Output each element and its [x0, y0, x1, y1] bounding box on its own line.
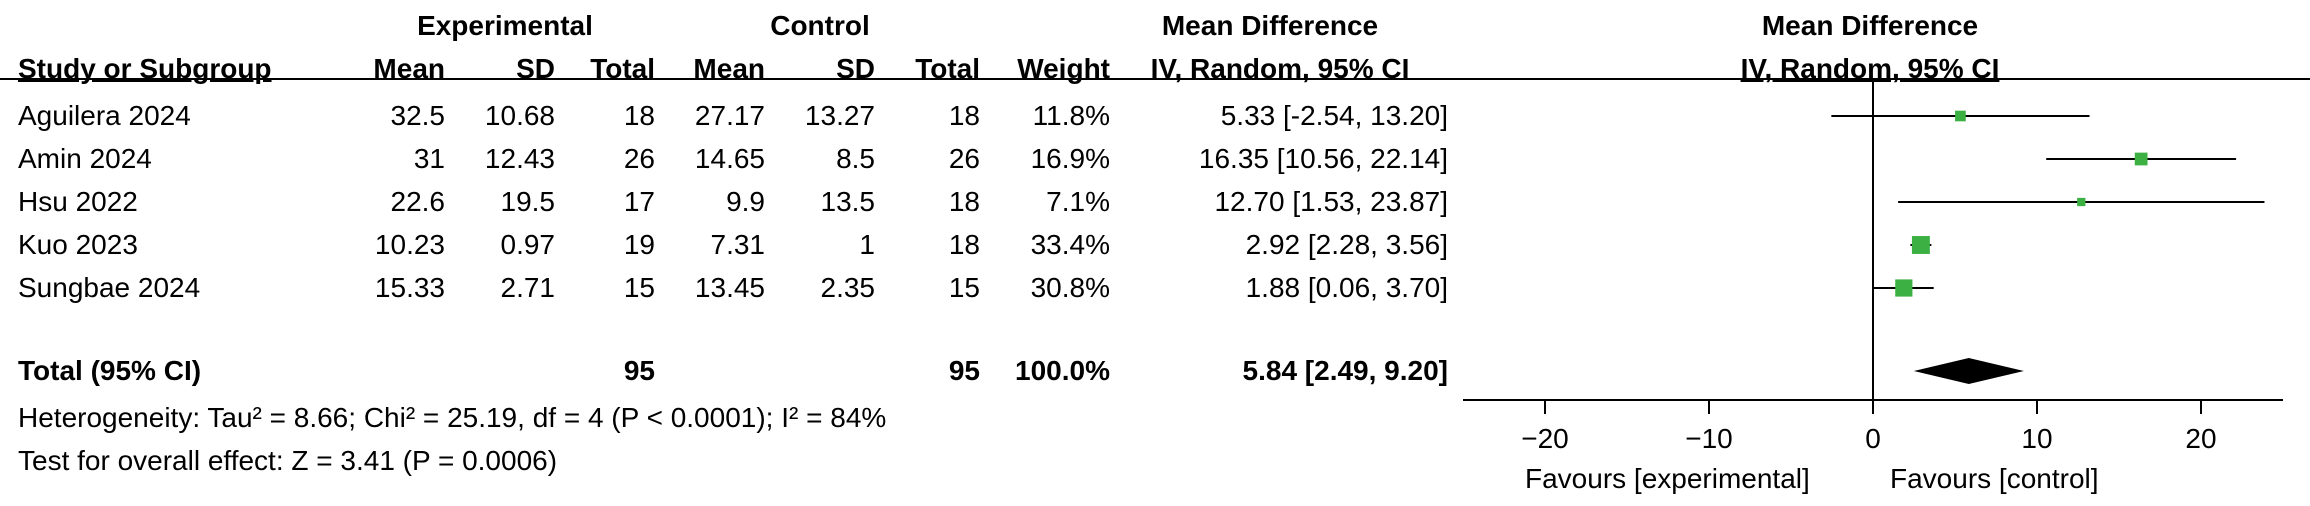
sd-e-value: 12.43: [484, 143, 555, 174]
pooled-diamond: [1913, 358, 2024, 384]
x-tick-label: 0: [1865, 423, 1881, 454]
sd-c-value: 8.5: [836, 143, 875, 174]
x-tick-label: 20: [2185, 423, 2216, 454]
sd-e-value: 19.5: [500, 186, 556, 217]
total-weight: 100.0%: [1015, 355, 1110, 386]
mean-c-value: 14.65: [694, 143, 765, 174]
total-label: Total (95% CI): [18, 355, 202, 386]
study-name: Aguilera 2024: [18, 100, 191, 131]
weight-value: 7.1%: [1046, 186, 1110, 217]
total-e-value: 17: [623, 186, 655, 217]
mean-e-value: 22.6: [390, 186, 446, 217]
weight-value: 11.8%: [1032, 100, 1110, 131]
x-tick-label: −20: [1521, 423, 1569, 454]
effect-square: [1955, 110, 1966, 122]
total-c-value: 18: [948, 100, 980, 131]
plot-title: Mean Difference: [1761, 10, 1979, 41]
study-name: Amin 2024: [18, 143, 152, 174]
total-e-value: 15: [623, 272, 655, 303]
total-c-value: 15: [948, 272, 980, 303]
sd-c-value: 1: [859, 229, 875, 260]
effect-square: [2077, 197, 2086, 207]
sd-e-value: 2.71: [500, 272, 556, 303]
overall-effect-text: Test for overall effect: Z = 3.41 (P = 0…: [18, 445, 558, 476]
mean-e-value: 10.23: [374, 229, 445, 260]
x-tick-label: −10: [1685, 423, 1733, 454]
total-e-value: 18: [623, 100, 655, 131]
total-e-value: 19: [623, 229, 655, 260]
total-e-sum: 95: [623, 355, 655, 386]
mean-c-value: 27.17: [694, 100, 765, 131]
sd-c-value: 2.35: [820, 272, 876, 303]
total-c-value: 18: [948, 229, 980, 260]
weight-value: 16.9%: [1030, 143, 1110, 174]
effect-square: [2134, 152, 2148, 166]
group-experimental-header: Experimental: [417, 10, 593, 41]
study-name: Kuo 2023: [18, 229, 138, 260]
group-md-header: Mean Difference: [1161, 10, 1379, 41]
md-ci-value: 2.92 [2.28, 3.56]: [1245, 229, 1448, 260]
x-tick-label: 10: [2021, 423, 2052, 454]
group-control-header: Control: [770, 10, 870, 41]
md-ci-value: 12.70 [1.53, 23.87]: [1214, 186, 1448, 217]
study-name: Sungbae 2024: [18, 272, 201, 303]
sd-e-value: 0.97: [500, 229, 556, 260]
sd-e-value: 10.68: [484, 100, 555, 131]
total-md-ci: 5.84 [2.49, 9.20]: [1242, 355, 1448, 386]
total-c-value: 26: [948, 143, 980, 174]
study-name: Hsu 2022: [18, 186, 138, 217]
sd-c-value: 13.5: [820, 186, 876, 217]
effect-square: [1895, 279, 1913, 297]
md-ci-value: 5.33 [-2.54, 13.20]: [1220, 100, 1448, 131]
mean-e-value: 31: [413, 143, 445, 174]
sd-c-value: 13.27: [804, 100, 875, 131]
mean-c-value: 13.45: [694, 272, 765, 303]
mean-c-value: 9.9: [726, 186, 765, 217]
mean-e-value: 32.5: [390, 100, 446, 131]
md-ci-value: 16.35 [10.56, 22.14]: [1198, 143, 1448, 174]
total-c-value: 18: [948, 186, 980, 217]
total-c-sum: 95: [948, 355, 980, 386]
favours-right-label: Favours [control]: [1890, 463, 2099, 494]
weight-value: 30.8%: [1030, 272, 1110, 303]
mean-c-value: 7.31: [710, 229, 766, 260]
mean-e-value: 15.33: [374, 272, 445, 303]
total-e-value: 26: [623, 143, 655, 174]
favours-left-label: Favours [experimental]: [1525, 463, 1810, 494]
heterogeneity-text: Heterogeneity: Tau² = 8.66; Chi² = 25.19…: [18, 402, 887, 433]
weight-value: 33.4%: [1030, 229, 1110, 260]
effect-square: [1911, 236, 1930, 254]
md-ci-value: 1.88 [0.06, 3.70]: [1245, 272, 1448, 303]
